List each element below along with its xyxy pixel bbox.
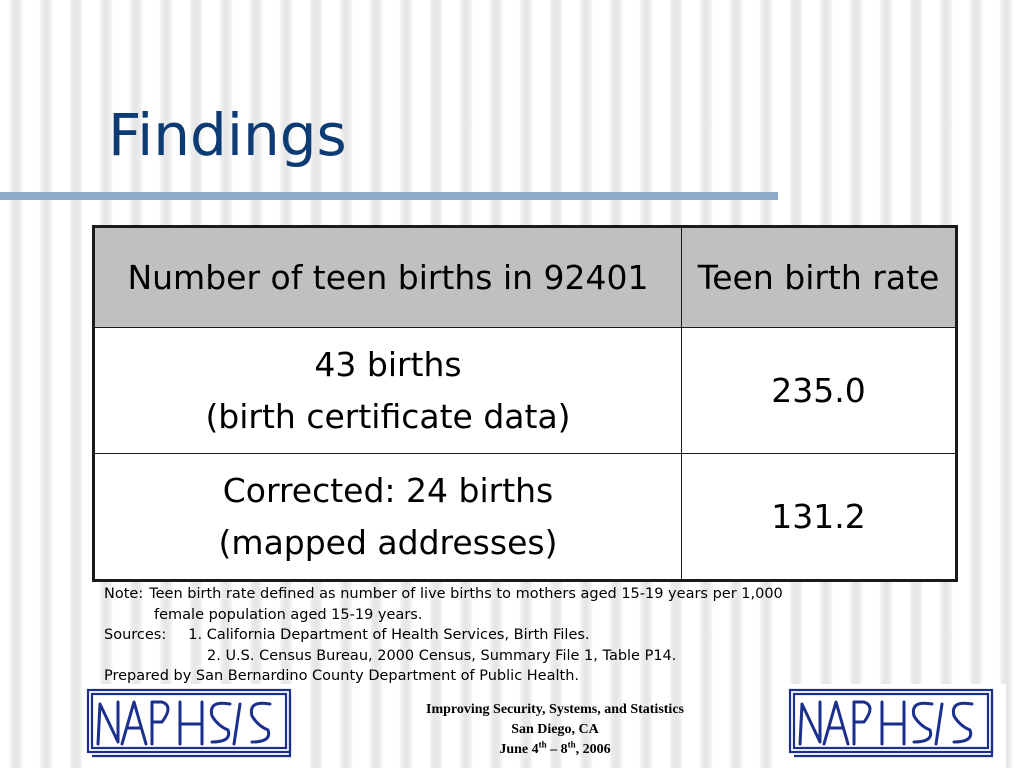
table-header-row: Number of teen births in 92401 Teen birt…	[93, 226, 957, 328]
footer-location: San Diego, CA	[511, 722, 599, 737]
rate-cell: 235.0	[681, 327, 957, 454]
sources-label: Sources:	[104, 627, 167, 643]
births-count: Corrected: 24 births	[222, 470, 554, 510]
header-teen-births: Number of teen births in 92401	[93, 226, 682, 328]
naphsis-logo-right	[786, 684, 1006, 768]
conference-footer: Improving Security, Systems, and Statist…	[355, 700, 755, 760]
notes-block: Note: Teen birth rate defined as number o…	[104, 584, 934, 687]
births-source: (birth certificate data)	[205, 396, 571, 436]
naphsis-logo-left	[84, 684, 304, 768]
note-text-line2: female population aged 15-19 years.	[154, 606, 423, 623]
births-cell: 43 births (birth certificate data)	[93, 327, 682, 454]
title-underline	[0, 192, 778, 200]
births-count: 43 births	[314, 344, 462, 384]
naphsis-logo-icon	[86, 688, 292, 758]
table-row: 43 births (birth certificate data) 235.0	[93, 327, 957, 454]
source-1: 1. California Department of Health Servi…	[188, 627, 590, 643]
header-teen-birth-rate: Teen birth rate	[681, 226, 957, 328]
footer-date: June 4th – 8th, 2006	[499, 739, 611, 757]
prepared-by: Prepared by San Bernardino County Depart…	[104, 668, 579, 684]
note-label: Note:	[104, 586, 144, 602]
rate-cell: 131.2	[681, 453, 957, 581]
findings-table: Number of teen births in 92401 Teen birt…	[92, 225, 958, 582]
naphsis-logo-icon	[788, 688, 994, 758]
table-row: Corrected: 24 births (mapped addresses) …	[93, 453, 957, 581]
source-2: 2. U.S. Census Bureau, 2000 Census, Summ…	[207, 647, 677, 664]
footer-conference-title: Improving Security, Systems, and Statist…	[426, 702, 684, 717]
births-source: (mapped addresses)	[218, 522, 558, 562]
note-text-line1: Teen birth rate defined as number of liv…	[149, 586, 783, 602]
slide-title: Findings	[108, 101, 347, 169]
births-cell: Corrected: 24 births (mapped addresses)	[93, 453, 682, 581]
